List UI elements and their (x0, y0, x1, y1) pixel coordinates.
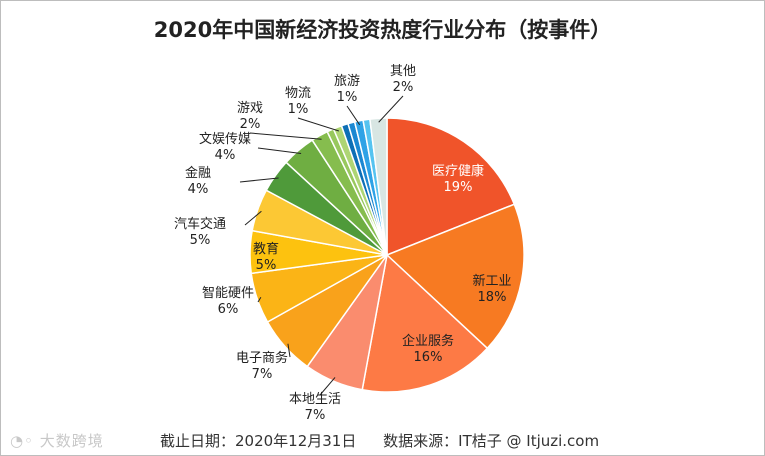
leader-line-金融 (239, 177, 279, 183)
leader-line-文娱传媒 (257, 147, 302, 154)
pie-slice-医疗健康 (386, 117, 516, 257)
pie-slice-其他 (369, 117, 388, 256)
chart-title: 2020年中国新经济投资热度行业分布（按事件） (153, 18, 612, 42)
slice-percent: 18% (477, 290, 507, 305)
slice-percent: 7% (251, 367, 273, 382)
slice-label: 教育 5% (253, 242, 279, 274)
slice-name: 教育 (252, 242, 280, 257)
slice-label: 智能硬件 6% (202, 286, 254, 318)
slice-name: 文娱传媒 (198, 132, 252, 147)
slice-label: 游戏 2% (237, 101, 263, 133)
slice-label: 汽车交通 5% (174, 217, 226, 249)
slice-percent: 7% (304, 408, 326, 423)
slice-name: 游戏 (236, 101, 264, 116)
slice-name: 旅游 (333, 74, 361, 89)
slice-label: 物流 1% (285, 86, 311, 118)
slice-name: 汽车交通 (173, 217, 227, 232)
slice-label: 医疗健康 19% (432, 164, 484, 196)
pie-slice-企业服务 (361, 253, 489, 393)
slice-name: 智能硬件 (201, 286, 255, 301)
slice-name: 医疗健康 (431, 164, 485, 179)
slice-label: 金融 4% (185, 166, 211, 198)
slice-percent: 19% (443, 180, 473, 195)
leader-line-物流 (297, 117, 340, 132)
cutoff-date: 截止日期：2020年12月31日 (160, 432, 357, 450)
slice-percent: 6% (217, 302, 239, 317)
slice-name: 新工业 (472, 274, 512, 289)
slice-name: 本地生活 (288, 392, 342, 407)
leader-line-智能硬件 (257, 296, 262, 303)
leader-line-游戏 (249, 132, 322, 140)
slice-label: 文娱传媒 4% (199, 132, 251, 164)
slice-percent: 1% (336, 90, 358, 105)
slice-label: 新工业 18% (472, 274, 511, 306)
slice-name: 其他 (389, 64, 417, 79)
slice-name: 电子商务 (235, 351, 289, 366)
slice-name: 企业服务 (401, 334, 455, 349)
leader-line-汽车交通 (244, 210, 262, 226)
slice-percent: 5% (255, 258, 277, 273)
slice-percent: 1% (287, 102, 309, 117)
leader-line-本地生活 (319, 377, 336, 396)
slice-label: 旅游 1% (334, 74, 360, 106)
pie-slice-新工业 (385, 203, 525, 350)
leader-line-其他 (378, 95, 404, 123)
leader-line-电子商务 (287, 343, 291, 358)
slice-label: 企业服务 16% (402, 334, 454, 366)
slice-percent: 2% (392, 80, 414, 95)
slice-percent: 4% (187, 182, 209, 197)
slice-percent: 4% (214, 148, 236, 163)
slice-name: 物流 (284, 86, 312, 101)
slice-name: 金融 (184, 166, 212, 181)
data-source: 数据来源：IT桔子 @ Itjuzi.com (383, 432, 600, 450)
slice-percent: 2% (239, 117, 261, 132)
leader-line-旅游 (346, 105, 361, 126)
slice-label: 本地生活 7% (289, 392, 341, 424)
slice-percent: 16% (413, 350, 443, 365)
footer: 截止日期：2020年12月31日 数据来源：IT桔子 @ Itjuzi.com (160, 430, 621, 451)
slice-label: 其他 2% (390, 64, 416, 96)
watermark-logo: ◔◦ 大数跨境 (10, 432, 104, 450)
slice-label: 电子商务 7% (236, 351, 288, 383)
slice-percent: 5% (189, 233, 211, 248)
